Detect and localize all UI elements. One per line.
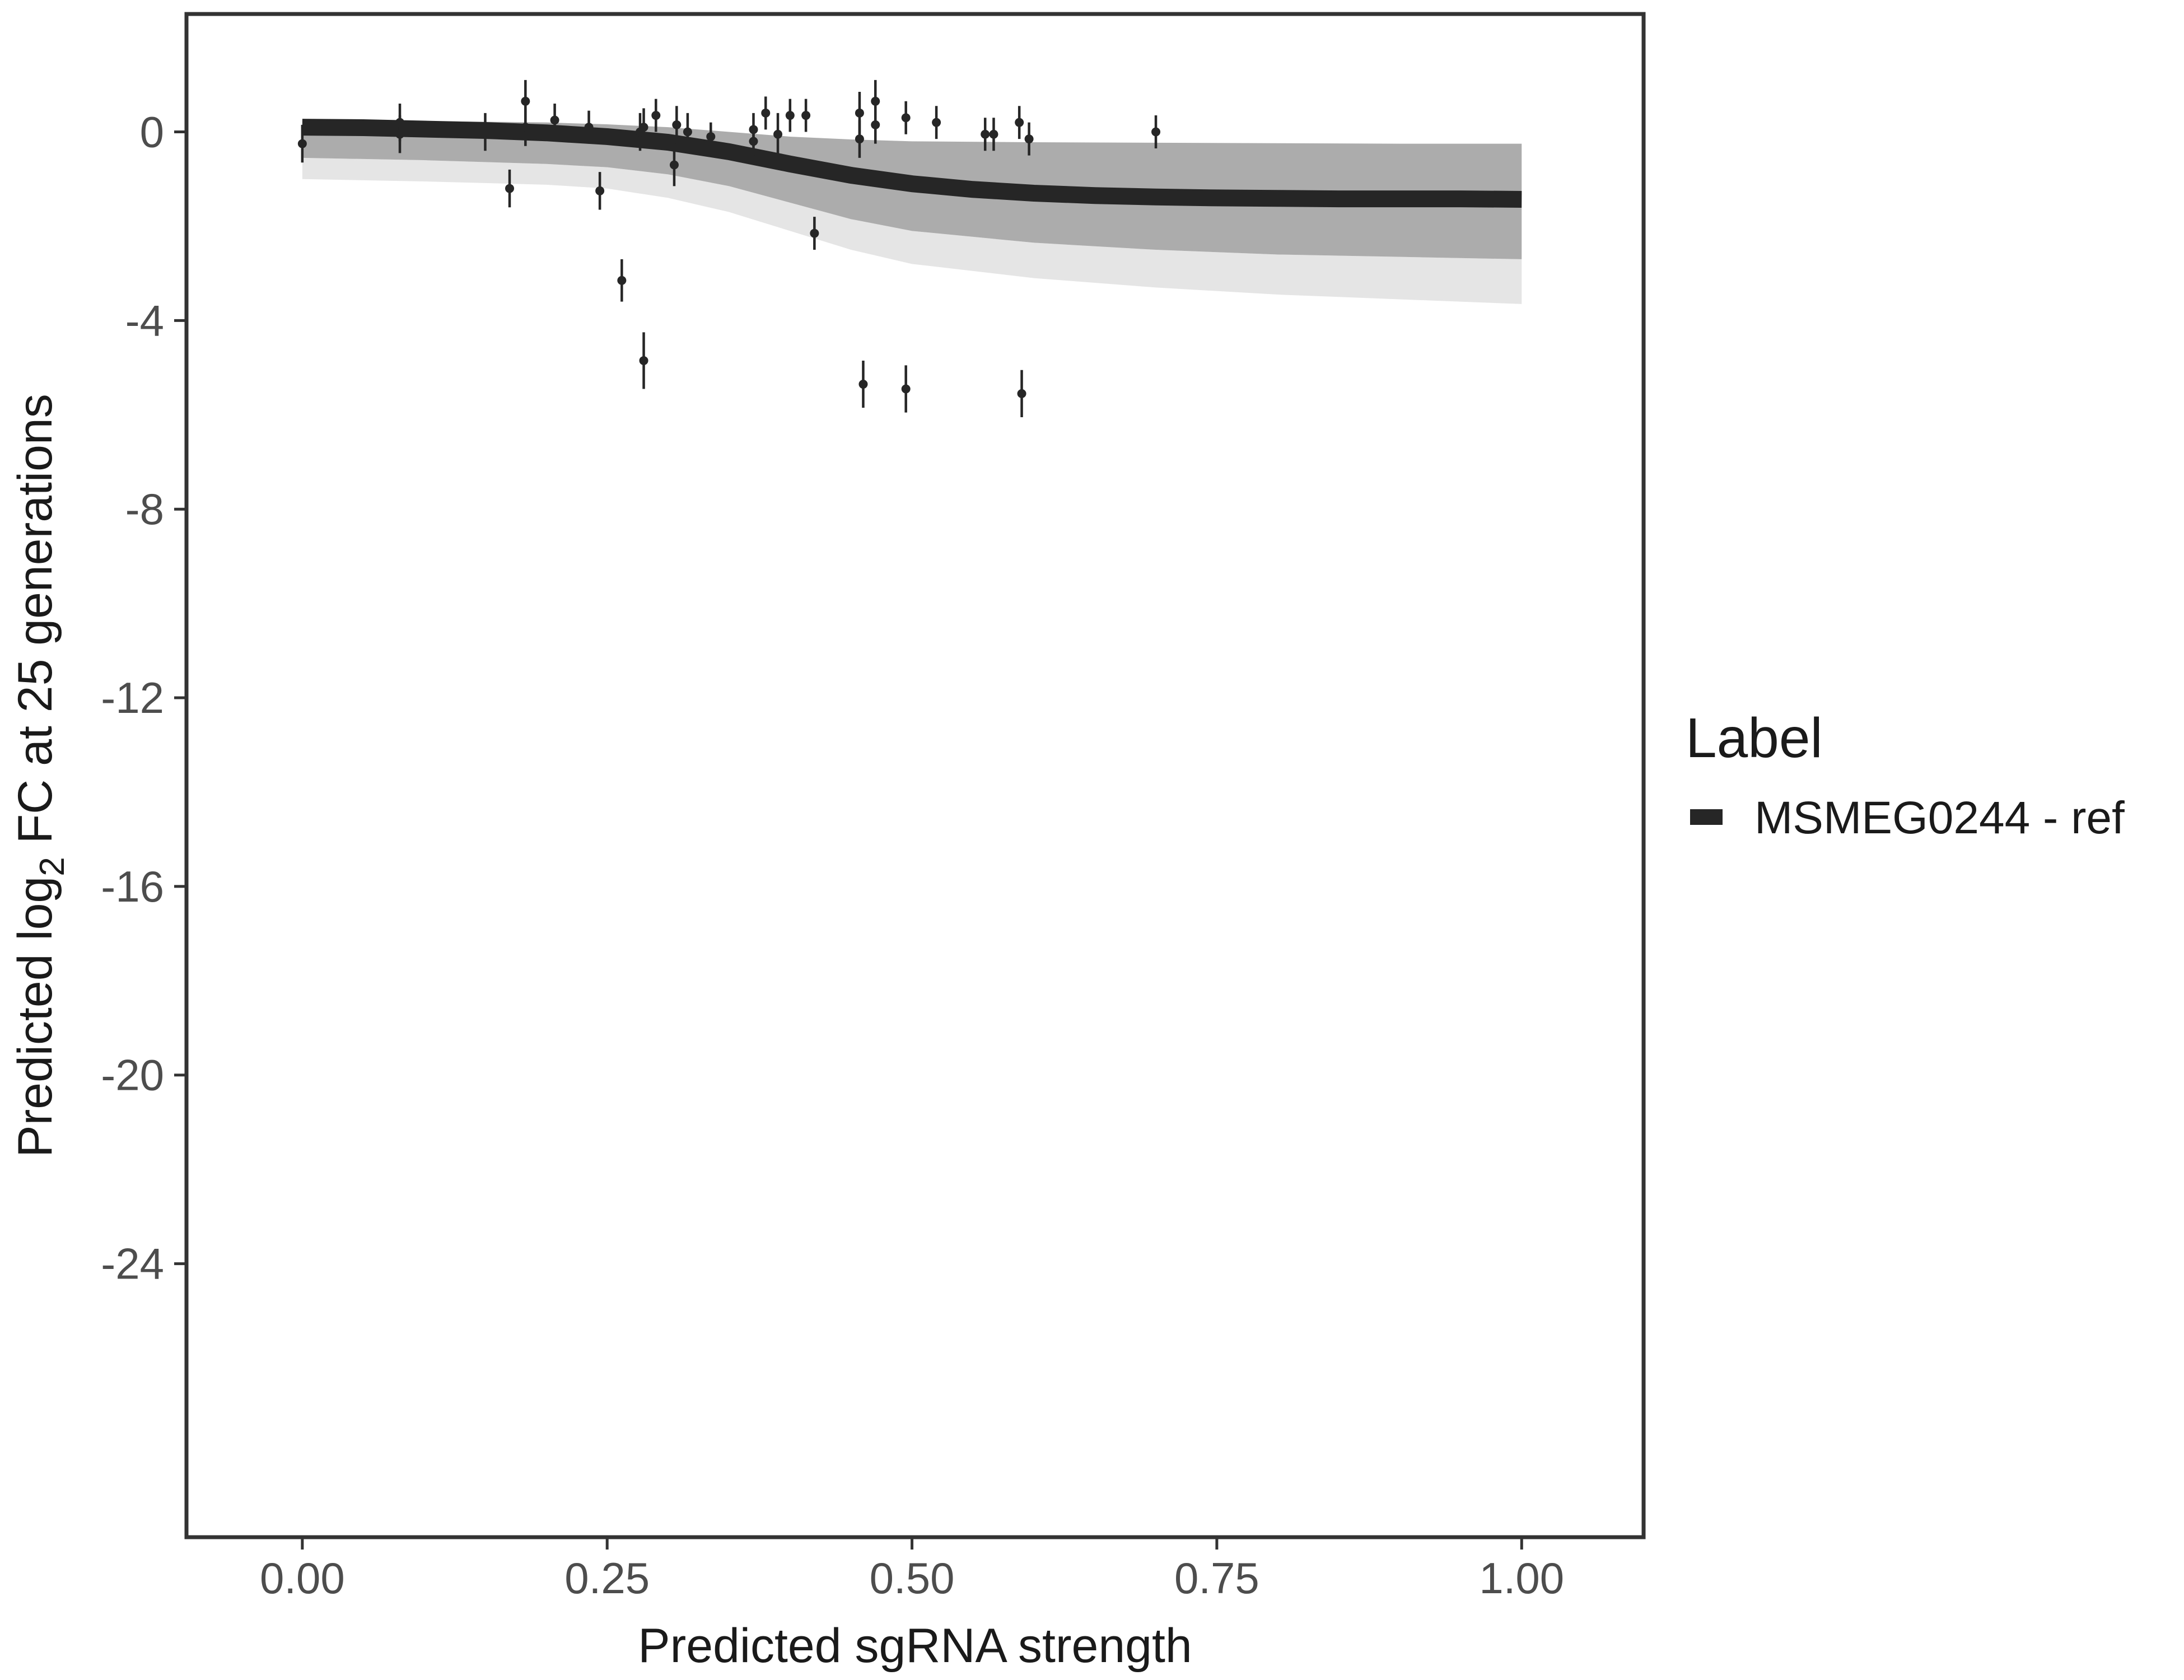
data-point [595, 186, 605, 195]
data-point [810, 228, 819, 238]
x-tick-label: 0.50 [870, 1553, 955, 1603]
data-point [871, 96, 880, 106]
data-point [297, 139, 307, 148]
data-point [989, 129, 998, 139]
y-tick-label: -16 [101, 862, 164, 911]
x-tick-label: 1.00 [1479, 1553, 1564, 1603]
data-point [672, 120, 682, 129]
data-point [651, 111, 661, 120]
panel-border [184, 12, 1646, 1539]
data-point [1024, 134, 1034, 144]
y-axis-title-subscript: 2 [33, 857, 72, 876]
data-point [639, 356, 648, 365]
legend-title: Label [1686, 707, 1823, 769]
data-point [521, 96, 530, 106]
data-point [1151, 127, 1161, 137]
x-tick-label: 0.00 [260, 1553, 345, 1603]
y-tick-label: 0 [140, 108, 164, 157]
data-point [901, 384, 911, 394]
fit-line-layer [302, 119, 1522, 208]
data-point [871, 120, 880, 129]
data-point [550, 115, 559, 125]
y-tick-label: -8 [125, 484, 164, 534]
posterior-band-faint [302, 157, 1522, 304]
y-axis-title: Predicted log2 FC at 25 generations [8, 394, 72, 1158]
data-point [773, 129, 783, 139]
data-point [1015, 118, 1024, 127]
data-points-layer [297, 80, 1161, 417]
y-axis-title-suffix: FC at 25 generations [8, 394, 62, 857]
legend: Label MSMEG0244 - ref [1686, 707, 2125, 843]
x-axis-title: Predicted sgRNA strength [638, 1619, 1192, 1673]
data-point [801, 111, 811, 120]
y-tick-label: -12 [101, 673, 164, 722]
data-point [683, 127, 692, 137]
data-point [855, 108, 864, 118]
y-tick-label: -20 [101, 1051, 164, 1100]
data-point [749, 137, 758, 146]
data-point [858, 380, 868, 389]
data-point [785, 111, 795, 120]
data-point [669, 160, 679, 170]
data-point [1017, 389, 1026, 398]
data-point [932, 118, 941, 127]
y-axis: 0 -4 -8 -12 -16 -20 -24 [101, 108, 185, 1289]
data-point [584, 123, 594, 132]
data-point [505, 184, 515, 193]
legend-key-swatch [1690, 809, 1723, 825]
data-point [706, 132, 716, 141]
data-point [901, 113, 911, 123]
data-point [761, 108, 771, 118]
x-tick-label: 0.75 [1174, 1553, 1259, 1603]
x-tick-label: 0.25 [564, 1553, 650, 1603]
data-point [521, 123, 530, 132]
data-point [617, 276, 627, 285]
y-axis-title-prefix: Predicted log [8, 876, 62, 1158]
x-axis: 0.00 0.25 0.50 0.75 1.00 [260, 1539, 1564, 1603]
fit-line [302, 119, 1522, 208]
y-tick-label: -24 [101, 1239, 164, 1289]
data-point [855, 134, 864, 144]
plot-panel [297, 80, 1522, 417]
y-tick-label: -4 [125, 296, 164, 345]
data-point [639, 123, 648, 132]
legend-entry-label: MSMEG0244 - ref [1754, 792, 2125, 843]
data-point [981, 129, 990, 139]
data-point [480, 127, 490, 137]
data-point [395, 129, 405, 139]
